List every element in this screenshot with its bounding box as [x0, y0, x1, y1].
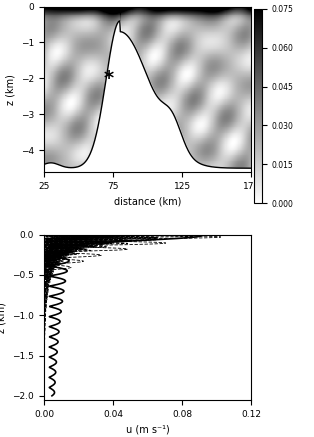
Y-axis label: z (km): z (km): [0, 302, 7, 333]
X-axis label: distance (km): distance (km): [114, 196, 181, 206]
X-axis label: u (m s⁻¹): u (m s⁻¹): [126, 424, 170, 434]
Y-axis label: z (km): z (km): [5, 74, 15, 104]
Text: *: *: [104, 69, 114, 88]
